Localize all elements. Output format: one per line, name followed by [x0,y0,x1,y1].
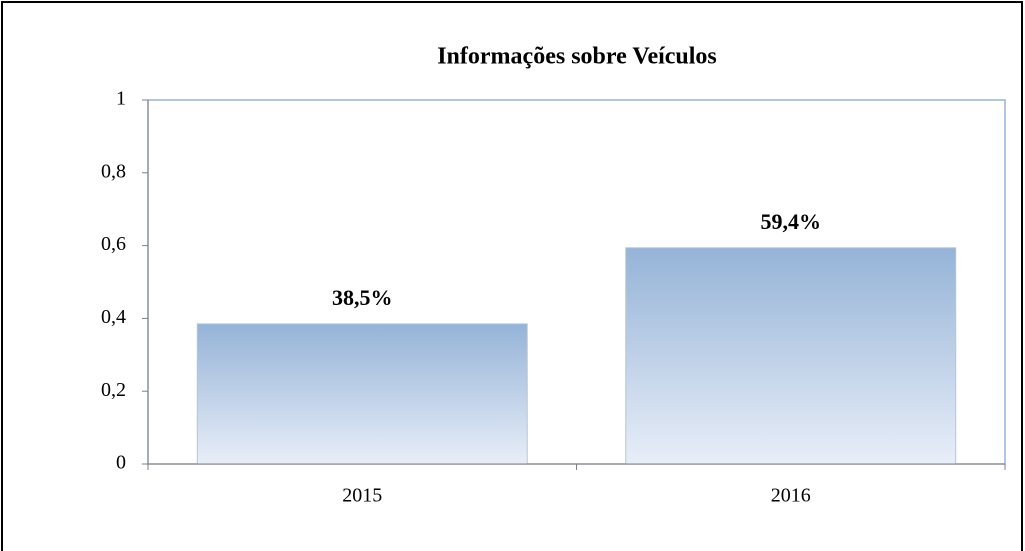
y-tick-label: 0 [116,452,126,474]
bar [196,323,528,465]
y-tick-label: 0,6 [101,233,126,255]
y-tick-label: 1 [116,88,126,110]
chart-title: Informações sobre Veículos [437,44,717,70]
x-tick-label: 2015 [342,485,382,507]
bar [625,247,957,465]
x-tick-label: 2016 [771,485,811,507]
data-label: 59,4% [761,209,822,234]
y-tick-label: 0,4 [101,306,126,328]
data-label: 38,5% [332,285,393,310]
y-tick-label: 0,8 [101,160,126,182]
y-tick-label: 0,2 [101,379,126,401]
